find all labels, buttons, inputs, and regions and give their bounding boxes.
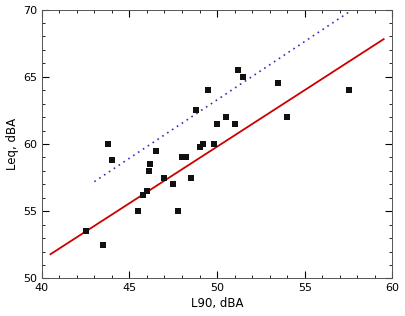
Point — [170, 182, 177, 187]
Point — [214, 121, 220, 126]
Point — [188, 175, 194, 180]
Point — [147, 161, 153, 167]
Point — [100, 242, 107, 247]
Point — [152, 148, 159, 153]
Point — [284, 115, 290, 120]
Point — [196, 144, 203, 149]
Point — [135, 209, 141, 214]
Point — [182, 155, 189, 160]
Point — [223, 115, 229, 120]
Point — [210, 142, 217, 147]
Point — [145, 168, 152, 173]
Point — [105, 142, 112, 147]
Point — [109, 158, 115, 163]
Y-axis label: Leq, dBA: Leq, dBA — [6, 118, 19, 170]
Point — [175, 209, 182, 214]
Point — [235, 68, 241, 73]
Point — [82, 229, 89, 234]
Point — [231, 121, 238, 126]
Point — [144, 189, 150, 194]
Point — [140, 192, 147, 198]
Point — [275, 81, 282, 86]
Point — [179, 155, 185, 160]
Point — [161, 175, 168, 180]
Point — [193, 108, 199, 113]
Point — [200, 142, 206, 147]
Point — [240, 74, 247, 79]
X-axis label: L90, dBA: L90, dBA — [191, 297, 243, 310]
Point — [205, 88, 211, 93]
Point — [345, 88, 352, 93]
